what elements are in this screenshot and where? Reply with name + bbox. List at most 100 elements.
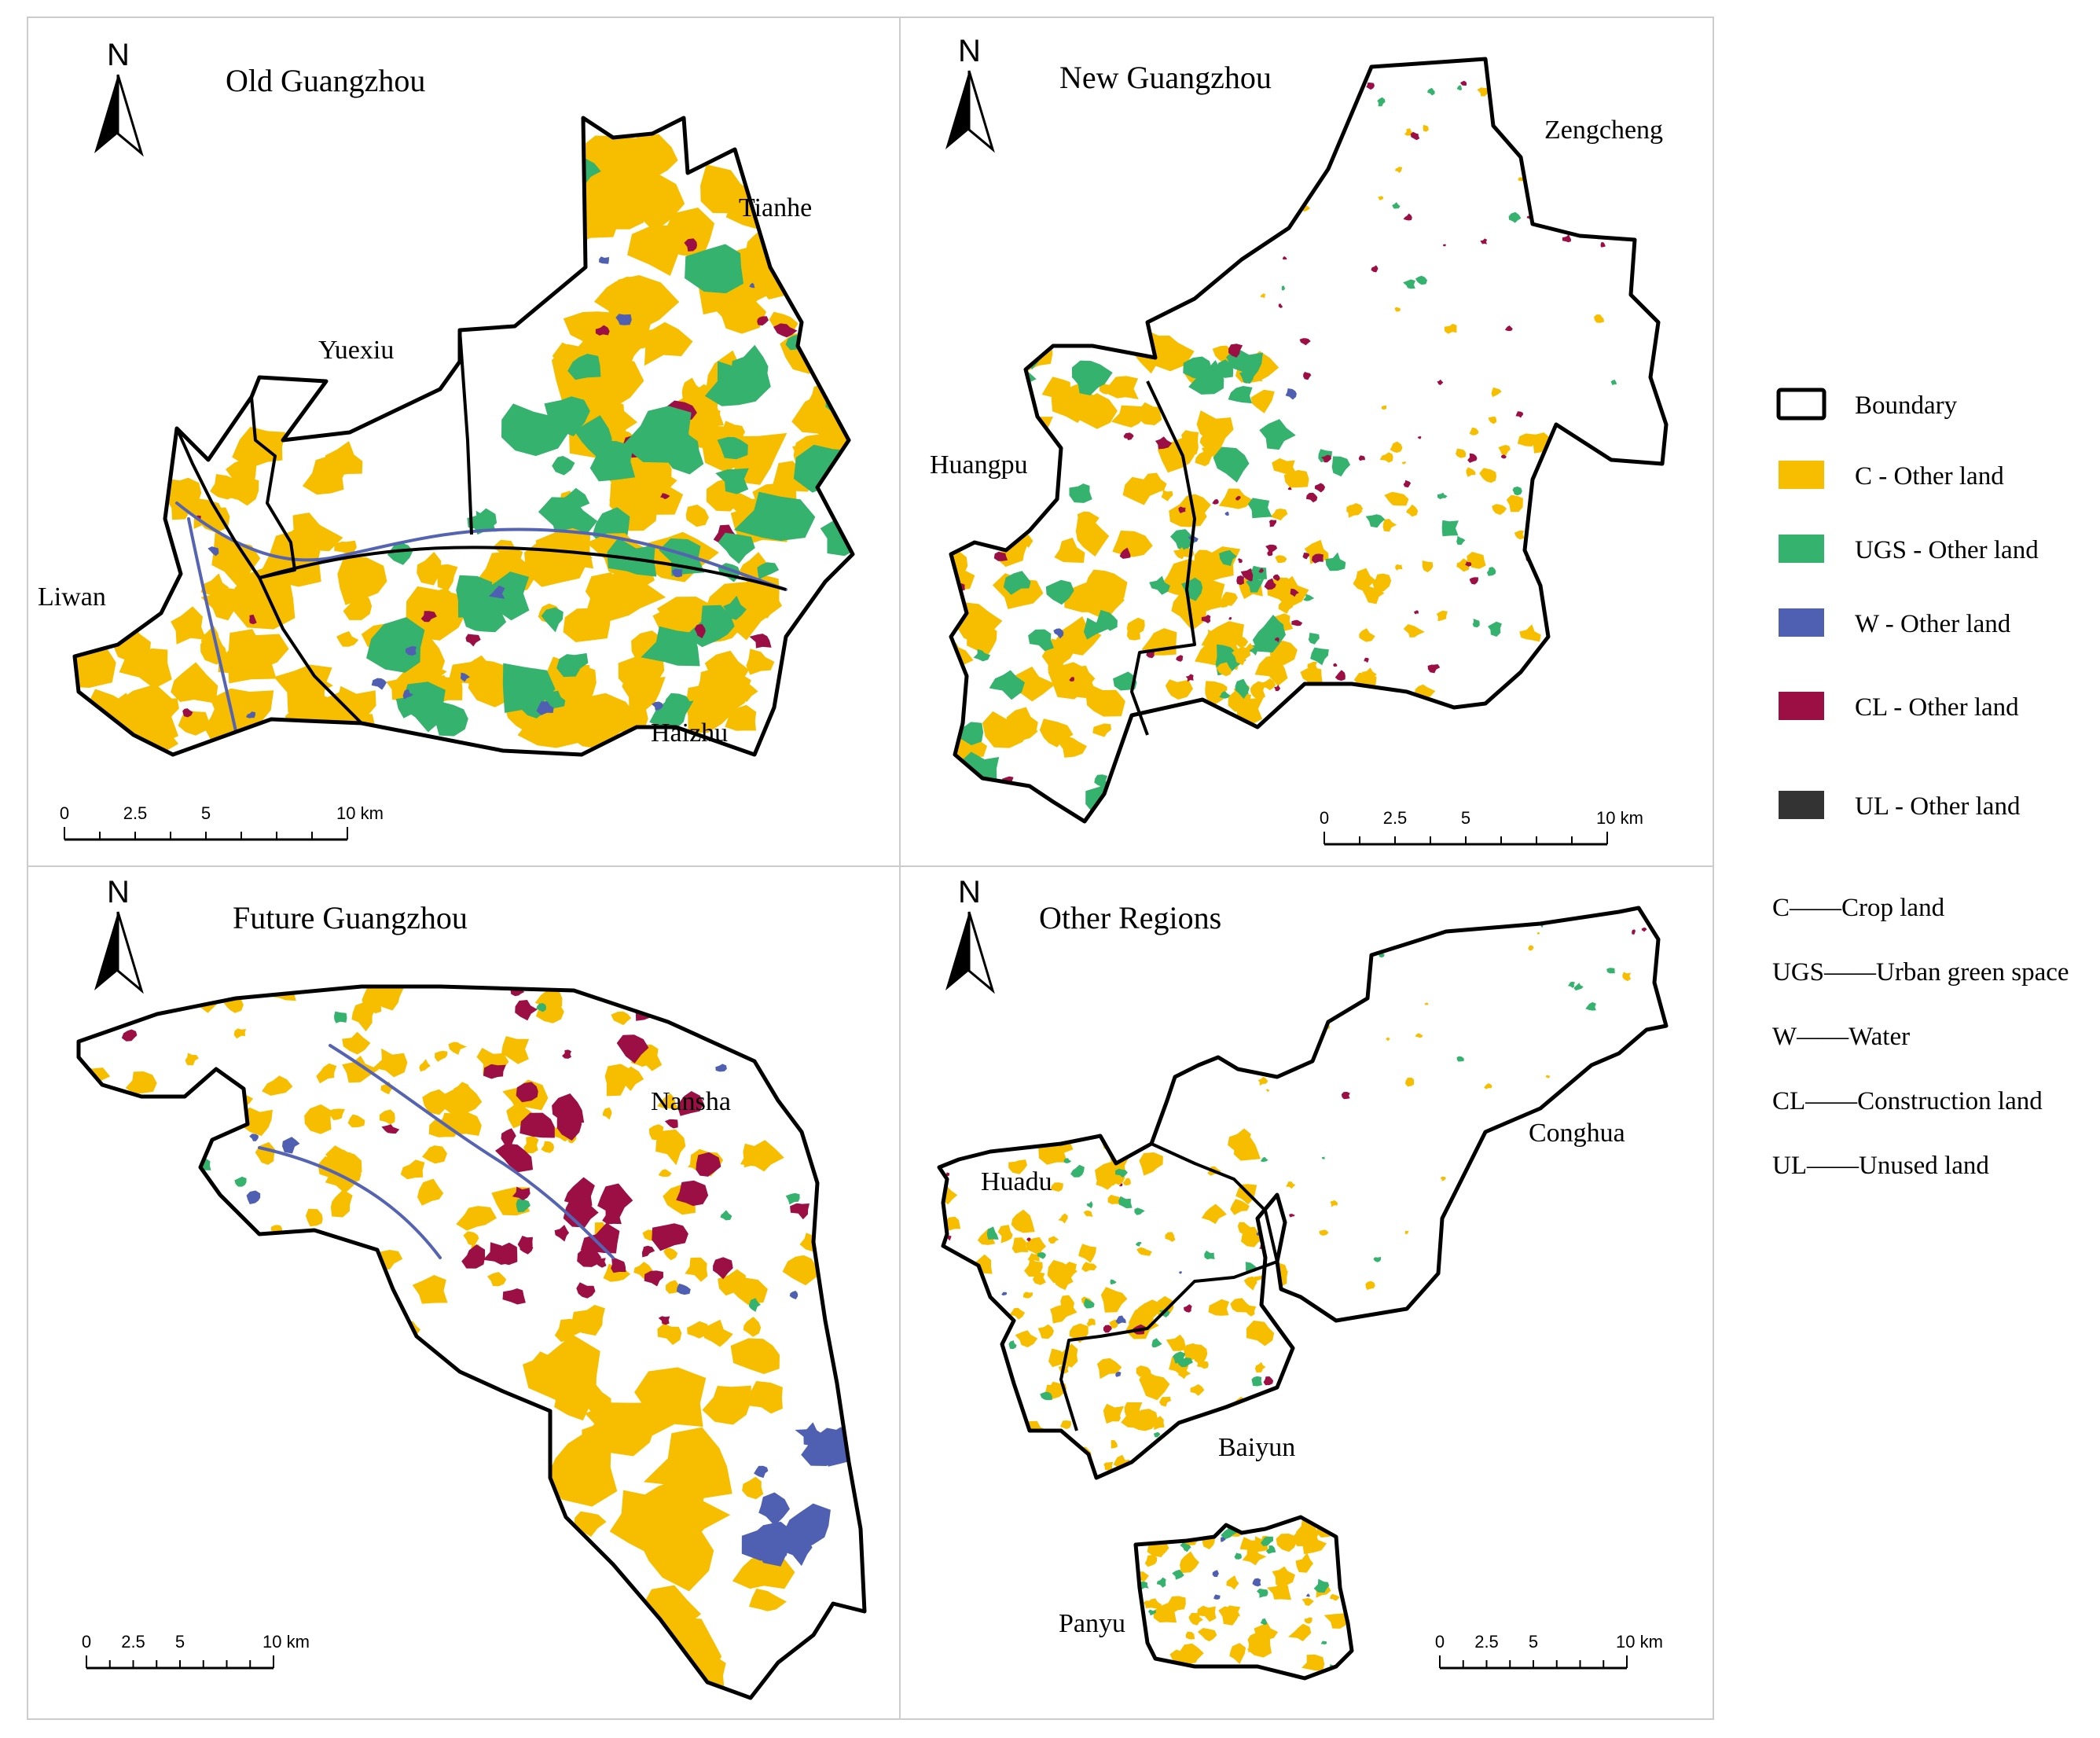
land-patch <box>1341 1092 1350 1100</box>
land-patch <box>1144 335 1195 372</box>
land-patch <box>1069 677 1074 682</box>
land-patch <box>976 496 1033 533</box>
land-patch <box>1386 1037 1390 1042</box>
land-patch <box>1159 1663 1183 1678</box>
land-patch <box>180 1303 195 1317</box>
district-label-tianhe: Tianhe <box>739 193 812 222</box>
legend-label: W - Other land <box>1855 610 2011 638</box>
land-patch <box>587 570 666 622</box>
land-patch <box>1278 601 1294 614</box>
land-patch <box>519 1112 555 1138</box>
land-patch <box>516 1199 531 1213</box>
land-patch <box>182 708 193 718</box>
land-patch <box>783 1531 813 1567</box>
land-patch <box>1123 432 1131 439</box>
land-patch <box>178 710 209 736</box>
land-patch <box>758 1492 790 1526</box>
abbreviation-ugs: UGS——Urban green space <box>1772 958 2069 987</box>
land-patch <box>1173 1351 1186 1364</box>
land-patch <box>784 232 820 263</box>
north-arrow-letter: N <box>107 875 130 909</box>
land-patch <box>501 403 572 457</box>
land-patch <box>1257 1588 1268 1598</box>
land-patch <box>960 751 1000 789</box>
land-patch <box>246 1190 261 1204</box>
land-patch <box>1346 503 1364 515</box>
land-patch <box>1545 1075 1551 1078</box>
land-patch <box>634 322 693 366</box>
land-patch <box>226 1316 236 1326</box>
land-patch <box>1313 1578 1330 1593</box>
land-patch <box>1176 703 1210 730</box>
land-patch <box>1254 655 1288 686</box>
land-use-patches-new <box>951 80 1644 821</box>
land-patch <box>1492 504 1507 516</box>
land-patch <box>1456 535 1466 546</box>
land-patch <box>421 1145 447 1164</box>
land-patch <box>82 628 88 634</box>
land-patch <box>1610 379 1617 385</box>
land-patch <box>83 619 121 647</box>
land-patch <box>517 703 582 748</box>
land-patch <box>1218 622 1239 640</box>
land-patch <box>702 1385 751 1425</box>
land-patch <box>324 441 363 477</box>
land-patch <box>1149 575 1170 595</box>
land-patch <box>1136 402 1162 425</box>
land-patch <box>1115 1371 1122 1377</box>
land-patch <box>599 256 609 264</box>
land-patch <box>704 650 750 688</box>
land-patch <box>1488 417 1497 424</box>
scale-tick-label: 10 km <box>1616 1632 1663 1652</box>
land-patch <box>1135 1241 1142 1247</box>
land-patch <box>1551 547 1575 570</box>
land-patch <box>715 1064 727 1072</box>
land-patch <box>1040 1391 1052 1401</box>
land-patch <box>594 709 614 730</box>
land-patch <box>694 623 706 638</box>
land-patch <box>671 568 683 578</box>
land-patch <box>1353 568 1376 592</box>
land-patch <box>1508 211 1522 223</box>
land-patch <box>422 1089 453 1115</box>
land-patch <box>960 391 985 416</box>
land-patch <box>1415 1033 1423 1038</box>
abbreviation-cl: CL——Construction land <box>1772 1087 2043 1115</box>
land-patch <box>1644 1111 1648 1115</box>
scale-tick-label: 5 <box>201 803 211 823</box>
land-patch <box>1427 1301 1432 1305</box>
land-patch <box>262 1075 293 1096</box>
land-patch <box>782 1255 817 1286</box>
land-patch <box>556 652 589 678</box>
land-patch <box>1057 735 1087 758</box>
land-patch <box>652 1223 688 1251</box>
land-patch <box>226 458 257 491</box>
land-patch <box>1195 450 1213 467</box>
land-patch <box>951 645 974 673</box>
land-patch <box>1261 1420 1276 1435</box>
land-patch <box>1263 1376 1274 1386</box>
land-patch <box>1041 377 1071 406</box>
land-patch <box>1086 1318 1096 1327</box>
land-patch <box>1358 455 1365 461</box>
land-patch <box>1330 1200 1338 1207</box>
district-label-yuexiu: Yuexiu <box>318 336 394 365</box>
land-patch <box>1503 691 1514 700</box>
panel-title-future: Future Guangzhou <box>233 900 468 935</box>
land-patch <box>824 283 834 292</box>
land-patch <box>1456 558 1470 572</box>
land-patch <box>311 1244 324 1255</box>
land-patch <box>1303 593 1315 601</box>
land-patch <box>1586 1256 1594 1264</box>
land-patch <box>1152 1416 1165 1431</box>
land-patch <box>342 1056 380 1083</box>
land-patch <box>1241 1226 1267 1247</box>
land-patch <box>580 1222 620 1254</box>
land-patch <box>567 354 601 380</box>
land-patch <box>1286 1461 1308 1484</box>
land-patch <box>1324 1612 1349 1629</box>
land-patch <box>1115 1315 1126 1325</box>
land-patch <box>1287 487 1292 491</box>
land-patch <box>81 467 142 509</box>
land-patch <box>1377 97 1386 107</box>
